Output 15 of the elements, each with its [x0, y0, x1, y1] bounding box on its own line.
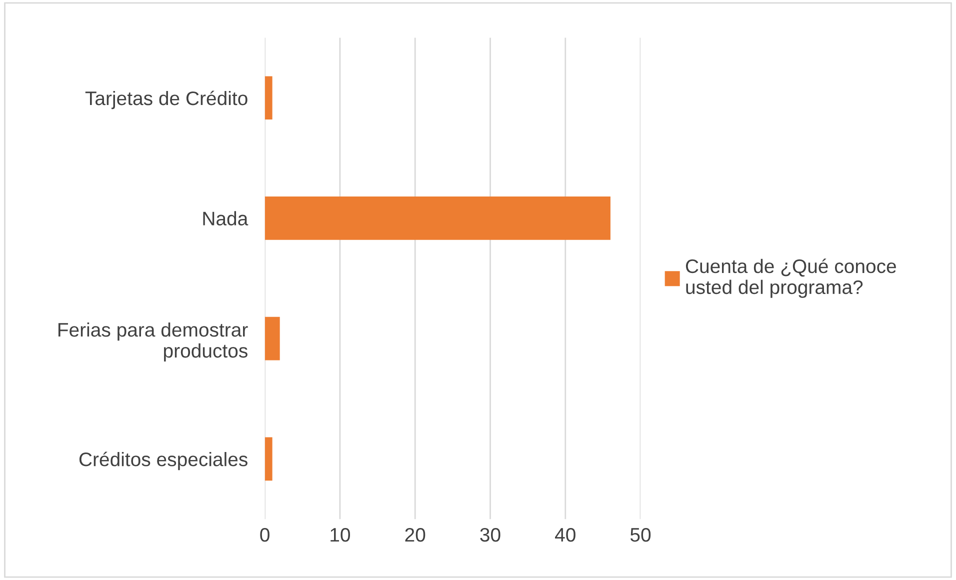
y-tick-label: Créditos especiales: [79, 452, 248, 470]
y-tick-label: Ferias para demostrar productos: [58, 322, 248, 362]
x-tick-label: 10: [330, 528, 350, 542]
bar: [264, 437, 272, 481]
bar: [264, 316, 280, 360]
x-tick-label: 0: [260, 528, 270, 542]
bar: [264, 196, 610, 240]
x-tick-label: 30: [480, 528, 500, 542]
bar: [264, 76, 272, 120]
x-tick-label: 20: [405, 528, 426, 542]
legend-label: Cuenta de ¿Qué conoce usted del programa?: [686, 258, 896, 298]
y-tick-label: Nada: [203, 211, 248, 226]
x-tick-label: 50: [630, 528, 651, 542]
y-tick-label: Tarjetas de Crédito: [85, 90, 248, 110]
x-tick-label: 40: [555, 528, 576, 542]
